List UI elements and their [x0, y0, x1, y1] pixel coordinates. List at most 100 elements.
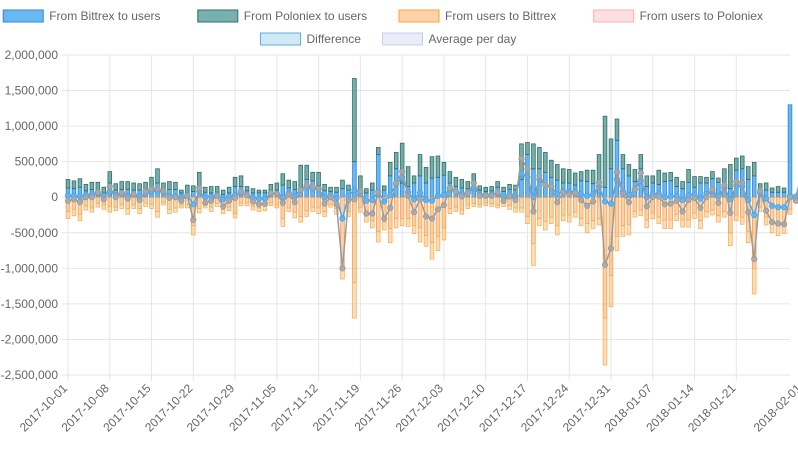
bar-segment — [590, 169, 596, 185]
bar-segment — [561, 214, 566, 222]
bar-segment — [238, 196, 244, 204]
y-tick-label: 0 — [51, 190, 58, 204]
difference-point — [792, 197, 798, 204]
difference-point — [345, 196, 352, 204]
bar-segment — [268, 196, 274, 204]
average-point — [410, 196, 418, 203]
difference-point — [154, 185, 161, 192]
difference-point — [136, 196, 143, 204]
bar-segment — [262, 206, 268, 212]
bar-segment — [745, 230, 751, 244]
bar-segment — [626, 164, 632, 177]
bar-segment — [393, 152, 399, 170]
legend-item[interactable]: From Bittrex to users — [2, 9, 161, 23]
bar-segment — [447, 196, 453, 210]
bar-segment — [220, 208, 226, 214]
difference-point — [494, 189, 501, 196]
legend-swatch — [398, 9, 440, 23]
bar-segment — [686, 219, 691, 228]
bar-segment — [632, 211, 638, 218]
bar-segment — [555, 225, 560, 236]
legend-item[interactable]: Average per day — [382, 32, 517, 46]
difference-point — [118, 189, 125, 197]
bar-segment — [381, 189, 387, 198]
difference-point — [64, 197, 72, 204]
legend-item[interactable]: From users to Poloniex — [593, 9, 763, 23]
difference-point — [70, 196, 78, 203]
bar-segment — [429, 177, 435, 198]
bar-segment — [274, 204, 280, 209]
average-point — [667, 193, 674, 200]
legend-item[interactable]: Difference — [260, 32, 362, 46]
bar-segment — [453, 196, 459, 208]
bar-segment — [119, 203, 124, 209]
average-point — [333, 194, 340, 202]
bar-segment — [274, 182, 280, 191]
bar-segment — [745, 179, 751, 198]
bar-segment — [107, 171, 113, 184]
y-tick-label: -2,500,000 — [1, 368, 59, 382]
bar-segment — [477, 203, 482, 208]
bar-segment — [417, 154, 423, 177]
difference-point — [488, 192, 495, 199]
bar-segment — [698, 182, 703, 198]
bar-segment — [399, 218, 405, 227]
bar-segment — [525, 216, 530, 224]
bar-segment — [716, 177, 721, 183]
difference-point — [470, 179, 477, 187]
average-point — [381, 198, 388, 205]
difference-point — [768, 219, 776, 226]
bar-segment — [364, 188, 369, 194]
bar-segment — [698, 176, 703, 184]
legend-item[interactable]: From users to Bittrex — [398, 9, 556, 23]
bar-segment — [304, 210, 309, 217]
average-point — [369, 196, 376, 204]
difference-point — [625, 199, 632, 206]
bar-segment — [763, 216, 769, 226]
bar-segment — [280, 218, 286, 227]
bar-segment — [167, 208, 172, 214]
bar-segment — [584, 196, 590, 224]
bar-segment — [507, 205, 512, 210]
difference-point — [309, 183, 316, 190]
difference-point — [333, 201, 340, 208]
bar-segment — [149, 196, 154, 205]
difference-point — [363, 210, 370, 217]
bar-segment — [549, 216, 554, 224]
bar-segment — [680, 188, 685, 198]
bar-segment — [638, 196, 644, 211]
bar-segment — [358, 206, 363, 213]
legend-item[interactable]: From Poloniex to users — [197, 9, 367, 23]
average-point — [601, 198, 609, 205]
difference-point — [751, 255, 758, 263]
difference-point — [679, 208, 686, 215]
bar-segment — [197, 171, 202, 187]
bar-segment — [286, 207, 292, 212]
bar-segment — [745, 166, 751, 180]
bar-segment — [399, 182, 405, 198]
bar-segment — [734, 196, 739, 216]
y-tick-label: 1,000,000 — [5, 119, 59, 133]
bar-segment — [662, 219, 667, 229]
difference-point — [434, 206, 442, 213]
bar-segment — [137, 183, 142, 191]
bar-segment — [781, 187, 787, 193]
bar-segment — [769, 187, 775, 193]
bar-segment — [381, 185, 387, 191]
average-point — [64, 192, 72, 199]
bar-segment — [465, 181, 471, 190]
difference-point — [476, 192, 483, 199]
average-point — [661, 194, 668, 201]
legend-label: From Bittrex to users — [49, 9, 160, 23]
bar-segment — [262, 189, 268, 194]
bar-segment — [167, 181, 172, 190]
bar-segment — [131, 204, 136, 210]
bar-segment — [728, 164, 733, 190]
bar-segment — [405, 166, 411, 187]
difference-point — [387, 204, 394, 211]
bar-segment — [638, 154, 644, 170]
bar-segment — [525, 142, 530, 155]
average-point — [255, 195, 263, 202]
bar-segment — [304, 196, 309, 212]
bar-segment — [740, 155, 745, 170]
